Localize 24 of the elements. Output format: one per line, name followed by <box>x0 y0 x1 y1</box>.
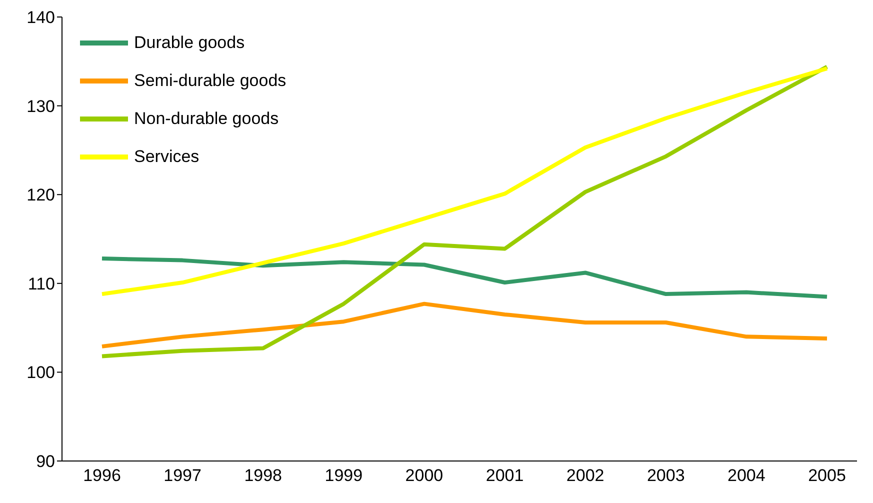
legend-label: Non-durable goods <box>134 108 279 130</box>
x-tick-label: 2001 <box>486 466 524 486</box>
y-tick-label: 110 <box>28 274 55 294</box>
line-series <box>100 302 829 348</box>
line-series <box>100 66 829 296</box>
line-series <box>100 256 829 299</box>
x-tick-label: 1999 <box>324 466 363 486</box>
y-tick-label: 130 <box>26 96 55 116</box>
legend-label: Semi-durable goods <box>134 70 286 92</box>
x-tick-label: 2005 <box>808 466 846 486</box>
y-tick-label: 140 <box>26 8 55 28</box>
x-tick-label: 1996 <box>83 466 121 486</box>
y-tick-label: 100 <box>26 363 55 382</box>
x-tick-label: 1997 <box>164 466 202 486</box>
legend-label: Durable goods <box>134 32 245 54</box>
y-tick-label: 90 <box>36 452 55 472</box>
x-tick-label: 2004 <box>728 466 766 486</box>
legend-label: Services <box>134 146 200 168</box>
x-tick-label: 2000 <box>405 466 444 486</box>
line-series <box>100 64 829 358</box>
x-tick-label: 1998 <box>244 466 282 486</box>
x-tick-label: 2003 <box>646 466 685 486</box>
y-tick-label: 120 <box>26 186 55 205</box>
x-tick-label: 2002 <box>566 466 604 486</box>
